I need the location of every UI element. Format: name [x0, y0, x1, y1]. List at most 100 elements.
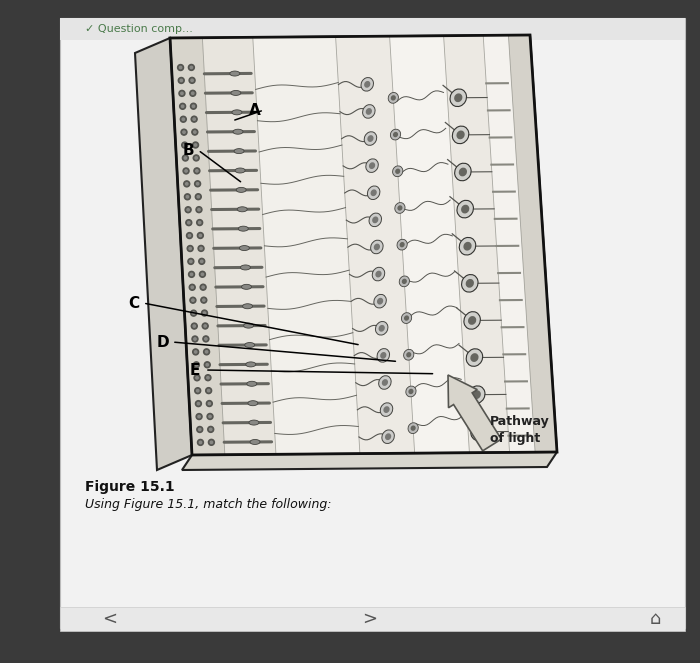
Circle shape [202, 310, 207, 316]
Circle shape [198, 245, 204, 251]
Ellipse shape [404, 349, 414, 360]
Circle shape [193, 142, 199, 148]
Ellipse shape [466, 349, 483, 367]
Circle shape [188, 259, 194, 265]
Polygon shape [253, 36, 360, 454]
Circle shape [184, 157, 187, 159]
Circle shape [178, 64, 183, 70]
Ellipse shape [374, 294, 386, 308]
Circle shape [186, 233, 193, 239]
Polygon shape [335, 36, 414, 453]
Circle shape [188, 235, 190, 237]
Ellipse shape [231, 90, 241, 95]
Circle shape [183, 168, 189, 174]
Ellipse shape [364, 132, 377, 145]
Text: Using Figure 15.1, match the following:: Using Figure 15.1, match the following: [85, 498, 332, 511]
Circle shape [193, 349, 199, 355]
Ellipse shape [468, 386, 485, 404]
Circle shape [206, 400, 212, 406]
Ellipse shape [249, 420, 259, 425]
Circle shape [193, 312, 195, 314]
Polygon shape [135, 38, 192, 470]
Circle shape [190, 261, 192, 263]
Ellipse shape [368, 186, 380, 200]
Ellipse shape [408, 423, 419, 434]
Ellipse shape [454, 93, 463, 102]
Circle shape [192, 336, 198, 342]
Circle shape [209, 415, 211, 418]
Circle shape [209, 428, 212, 430]
Circle shape [206, 363, 209, 366]
Ellipse shape [470, 353, 479, 362]
Circle shape [203, 312, 206, 314]
Circle shape [190, 297, 196, 303]
Circle shape [193, 362, 199, 368]
Circle shape [204, 349, 209, 355]
Ellipse shape [370, 240, 383, 254]
Ellipse shape [391, 129, 400, 140]
Circle shape [195, 363, 197, 366]
Circle shape [182, 142, 188, 148]
Ellipse shape [377, 349, 389, 362]
Ellipse shape [245, 343, 255, 347]
Circle shape [202, 299, 205, 301]
Circle shape [181, 129, 187, 135]
Ellipse shape [459, 237, 476, 255]
Ellipse shape [402, 278, 407, 284]
Ellipse shape [395, 168, 400, 174]
Text: >: > [363, 610, 377, 628]
Ellipse shape [368, 135, 374, 142]
Ellipse shape [473, 391, 481, 399]
Circle shape [192, 129, 198, 135]
Circle shape [195, 194, 202, 200]
Circle shape [202, 286, 204, 288]
Ellipse shape [369, 213, 382, 227]
Ellipse shape [236, 188, 246, 192]
Circle shape [196, 414, 202, 420]
Ellipse shape [399, 276, 409, 287]
Circle shape [200, 260, 203, 263]
Circle shape [199, 259, 204, 265]
Circle shape [195, 181, 201, 187]
Ellipse shape [361, 78, 374, 91]
Circle shape [197, 426, 203, 432]
Polygon shape [170, 38, 225, 455]
Circle shape [191, 116, 197, 122]
Ellipse shape [382, 430, 394, 444]
Ellipse shape [389, 93, 398, 103]
Ellipse shape [461, 274, 478, 292]
Circle shape [205, 351, 208, 353]
Ellipse shape [379, 376, 391, 389]
Circle shape [197, 182, 199, 185]
Ellipse shape [237, 207, 247, 211]
Circle shape [200, 284, 206, 290]
Polygon shape [483, 35, 535, 452]
Circle shape [197, 440, 204, 446]
Ellipse shape [243, 304, 253, 309]
Ellipse shape [391, 95, 396, 101]
Ellipse shape [366, 159, 378, 172]
Ellipse shape [239, 245, 249, 251]
Ellipse shape [406, 386, 416, 397]
Circle shape [209, 440, 214, 446]
Polygon shape [202, 37, 276, 455]
Circle shape [183, 181, 190, 187]
Circle shape [187, 209, 189, 211]
Text: D: D [157, 335, 169, 349]
Ellipse shape [411, 426, 416, 431]
Circle shape [207, 389, 210, 392]
Circle shape [179, 90, 185, 96]
Circle shape [190, 310, 197, 316]
Circle shape [197, 233, 204, 239]
Circle shape [196, 170, 198, 172]
Circle shape [185, 170, 188, 172]
Circle shape [192, 299, 194, 302]
Circle shape [202, 323, 208, 329]
Circle shape [189, 247, 191, 250]
Ellipse shape [375, 322, 388, 335]
Ellipse shape [457, 200, 473, 218]
Ellipse shape [398, 206, 402, 211]
Ellipse shape [464, 312, 480, 330]
Circle shape [193, 118, 195, 121]
Circle shape [194, 338, 196, 340]
